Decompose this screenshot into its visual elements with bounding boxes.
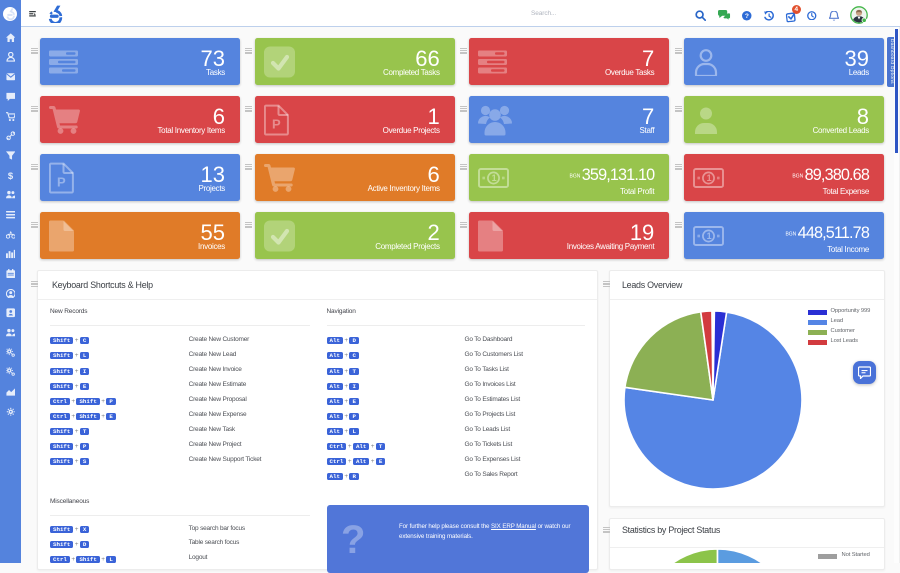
svg-text:1: 1: [707, 231, 712, 241]
svg-text:?: ?: [745, 13, 749, 20]
svg-text:1: 1: [707, 173, 712, 183]
svg-text:P: P: [57, 174, 66, 189]
svg-text:$: $: [8, 171, 14, 180]
svg-text:P: P: [272, 116, 281, 131]
svg-text:1: 1: [492, 173, 497, 183]
